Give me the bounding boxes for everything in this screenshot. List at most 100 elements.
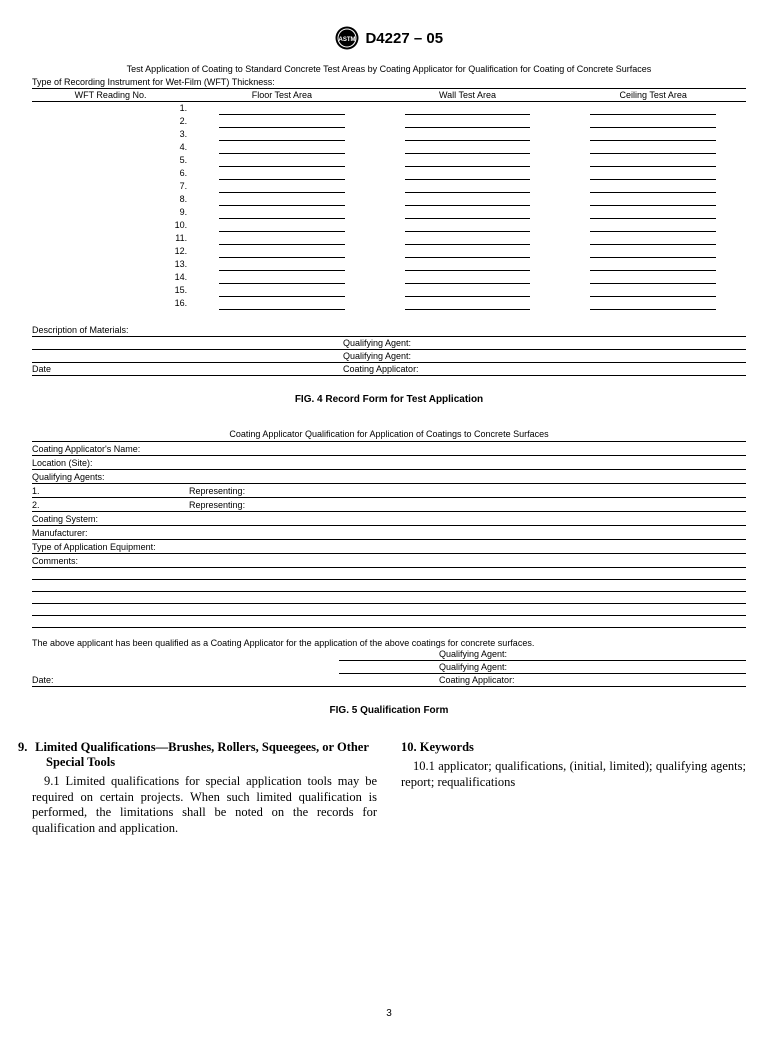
table-row: 8.: [32, 193, 746, 206]
fig5-qa2: Qualifying Agent:: [339, 661, 746, 674]
fig5-title: FIG. 5 Qualification Form: [32, 705, 746, 716]
table-row: 5.: [32, 154, 746, 167]
blank-cell: [189, 141, 375, 154]
table-row: 12.: [32, 245, 746, 258]
blank-cell: [560, 219, 746, 232]
table-row: 16.: [32, 297, 746, 310]
blank-cell: [375, 154, 561, 167]
blank-cell: [560, 167, 746, 180]
blank-cell: [560, 271, 746, 284]
qa1-label: Qualifying Agent:: [339, 337, 746, 350]
blank-cell: [560, 115, 746, 128]
para10-1-text: applicator; qualifications, (initial, li…: [401, 759, 746, 789]
para9-1-num: 9.1: [44, 774, 60, 788]
fig4-table: WFT Reading No. Floor Test Area Wall Tes…: [32, 88, 746, 310]
row-number: 2.: [32, 115, 189, 128]
rep1: 1. Representing:: [32, 484, 746, 498]
comments: Comments:: [32, 554, 746, 568]
blank-cell: [560, 141, 746, 154]
row-number: 9.: [32, 206, 189, 219]
blank-cell: [189, 102, 375, 116]
section9-heading: Limited Qualifications—Brushes, Rollers,…: [35, 740, 369, 769]
row-number: 6.: [32, 167, 189, 180]
blank-cell: [560, 258, 746, 271]
blank-cell: [375, 167, 561, 180]
applicator-name: Coating Applicator's Name:: [32, 441, 746, 456]
fig5-date: Date:: [32, 674, 339, 687]
blank-cell: [560, 284, 746, 297]
blank-cell: [560, 206, 746, 219]
table-row: 10.: [32, 219, 746, 232]
section10-num: 10.: [401, 740, 417, 755]
table-row: 14.: [32, 271, 746, 284]
equipment: Type of Application Equipment:: [32, 540, 746, 554]
table-row: 7.: [32, 180, 746, 193]
qa2-label: Qualifying Agent:: [339, 350, 746, 363]
table-row: 3.: [32, 128, 746, 141]
blank-cell: [560, 245, 746, 258]
blank-cell: [375, 258, 561, 271]
section9-para: 9.1 Limited qualifications for special a…: [32, 774, 377, 837]
right-column: 10. Keywords 10.1 applicator; qualificat…: [401, 740, 746, 837]
blank-cell: [375, 232, 561, 245]
col-header-ceiling: Ceiling Test Area: [560, 89, 746, 102]
desc-materials: Description of Materials:: [32, 324, 746, 337]
rep2: 2. Representing:: [32, 498, 746, 512]
fig4-sub-caption: Type of Recording Instrument for Wet-Fil…: [32, 75, 746, 88]
blank-cell: [189, 193, 375, 206]
coating-system: Coating System:: [32, 512, 746, 526]
row-number: 10.: [32, 219, 189, 232]
blank-cell: [375, 297, 561, 310]
blank-cell: [189, 245, 375, 258]
blank-cell: [375, 193, 561, 206]
qualification-statement: The above applicant has been qualified a…: [32, 638, 746, 648]
table-row: 2.: [32, 115, 746, 128]
blank-cell: [189, 297, 375, 310]
row-number: 3.: [32, 128, 189, 141]
ca-label: Coating Applicator:: [339, 363, 746, 376]
table-row: 4.: [32, 141, 746, 154]
blank-cell: [560, 232, 746, 245]
section9-title: 9. Limited Qualifications—Brushes, Rolle…: [32, 740, 377, 770]
col-header-wft: WFT Reading No.: [32, 89, 189, 102]
row-number: 16.: [32, 297, 189, 310]
blank-cell: [560, 154, 746, 167]
row-number: 15.: [32, 284, 189, 297]
location: Location (Site):: [32, 456, 746, 470]
para10-1-num: 10.1: [413, 759, 435, 773]
blank-cell: [32, 350, 339, 363]
row-number: 12.: [32, 245, 189, 258]
row-number: 5.: [32, 154, 189, 167]
row-number: 4.: [32, 141, 189, 154]
fig4-header-row: WFT Reading No. Floor Test Area Wall Tes…: [32, 89, 746, 102]
body-columns: 9. Limited Qualifications—Brushes, Rolle…: [32, 740, 746, 837]
table-row: 15.: [32, 284, 746, 297]
blank-cell: [560, 193, 746, 206]
fig5-sig-block: Qualifying Agent: Qualifying Agent: Date…: [32, 648, 746, 687]
blank-cell: [375, 141, 561, 154]
row-number: 13.: [32, 258, 189, 271]
row-number: 1.: [32, 102, 189, 116]
blank-cell: [189, 219, 375, 232]
blank-cell: [560, 297, 746, 310]
table-row: 9.: [32, 206, 746, 219]
blank-cell: [375, 115, 561, 128]
blank-cell: [560, 128, 746, 141]
blank-cell: [189, 180, 375, 193]
blank-cell: [375, 180, 561, 193]
blank-cell: [375, 219, 561, 232]
blank-cell: [189, 232, 375, 245]
page-header: ASTM D4227 – 05: [32, 26, 746, 50]
blank-cell: [375, 102, 561, 116]
table-row: 6.: [32, 167, 746, 180]
blank-cell: [189, 284, 375, 297]
fig4-desc-section: Description of Materials: Qualifying Age…: [32, 324, 746, 376]
section10-para: 10.1 applicator; qualifications, (initia…: [401, 759, 746, 790]
rep1-label: Representing:: [189, 486, 245, 496]
blank-cell: [189, 128, 375, 141]
svg-text:ASTM: ASTM: [338, 37, 355, 43]
row-number: 8.: [32, 193, 189, 206]
section10-title: 10. Keywords: [401, 740, 746, 755]
fig4-title: FIG. 4 Record Form for Test Application: [32, 394, 746, 405]
row-number: 11.: [32, 232, 189, 245]
